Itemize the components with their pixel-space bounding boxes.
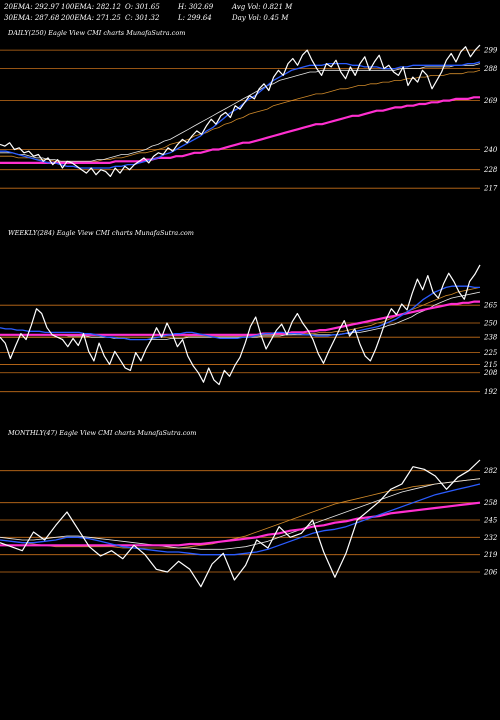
monthly-panel-title: MONTHLY(47) Eagle View CMI charts Munafa…	[8, 429, 197, 437]
low-readout: L: 299.64	[178, 14, 212, 22]
daily-level-label: 299	[483, 47, 498, 55]
monthly-level-label: 258	[483, 499, 498, 507]
daily-level-label: 269	[483, 97, 498, 105]
daily-panel: 299 288 269 240 228 217	[0, 44, 498, 193]
monthly-ema-white-line	[0, 478, 481, 550]
ema20-readout: 20EMA: 292.97	[4, 3, 60, 11]
header-row-1: 20EMA: 292.97 100EMA: 282.12 O: 301.65 H: 3…	[4, 3, 292, 11]
monthly-level-label: 232	[483, 534, 498, 542]
ema100-readout: 100EMA: 282.12	[61, 3, 121, 11]
weekly-level-label: 192	[484, 388, 498, 396]
daily-ema-white-line	[0, 63, 481, 162]
avg-vol-readout: Avg Vol: 0.821 M	[232, 3, 293, 11]
monthly-ema-pink-line	[0, 501, 481, 547]
weekly-panel-title: WEEKLY(284) Eagle View CMI charts Munafa…	[8, 229, 194, 237]
monthly-price-line	[0, 459, 481, 588]
weekly-level-label: 225	[483, 349, 498, 357]
weekly-level-label: 215	[483, 361, 498, 369]
monthly-ema-blue-line	[0, 483, 481, 556]
monthly-ema-orange-line	[0, 478, 481, 549]
weekly-ema-blue-line	[0, 285, 480, 341]
close-readout: C: 301.32	[125, 14, 160, 22]
weekly-price-line	[0, 264, 481, 386]
weekly-level-label: 208	[483, 369, 498, 377]
header-row-2: 30EMA: 287.68 200EMA: 271.25 C: 301.32 L: 2…	[4, 14, 288, 22]
open-readout: O: 301.65	[125, 3, 160, 11]
daily-level-label: 240	[483, 146, 498, 154]
daily-price-line	[0, 44, 481, 177]
ema200-readout: 200EMA: 271.25	[61, 14, 121, 22]
monthly-level-label: 245	[483, 517, 498, 525]
weekly-ema-pink-line	[0, 300, 480, 336]
weekly-level-label: 265	[483, 302, 498, 310]
day-vol-readout: Day Vol: 0.45 M	[232, 14, 289, 22]
monthly-level-label: 219	[483, 551, 498, 559]
weekly-level-label: 238	[483, 334, 498, 342]
monthly-level-label: 206	[483, 569, 498, 577]
daily-ema-blue-line	[0, 61, 481, 169]
daily-panel-title: DAILY(250) Eagle View CMI charts MunafaS…	[8, 29, 186, 37]
monthly-panel: 282 258 245 232 219 206	[0, 459, 498, 588]
monthly-level-label: 282	[483, 467, 498, 475]
weekly-level-label: 250	[483, 319, 498, 327]
daily-level-label: 228	[483, 166, 498, 174]
daily-level-label: 217	[483, 185, 498, 193]
daily-level-label: 288	[483, 65, 498, 73]
high-readout: H: 302.69	[178, 3, 214, 11]
daily-ema-pink-line	[0, 96, 480, 164]
ema30-readout: 30EMA: 287.68	[4, 14, 60, 22]
